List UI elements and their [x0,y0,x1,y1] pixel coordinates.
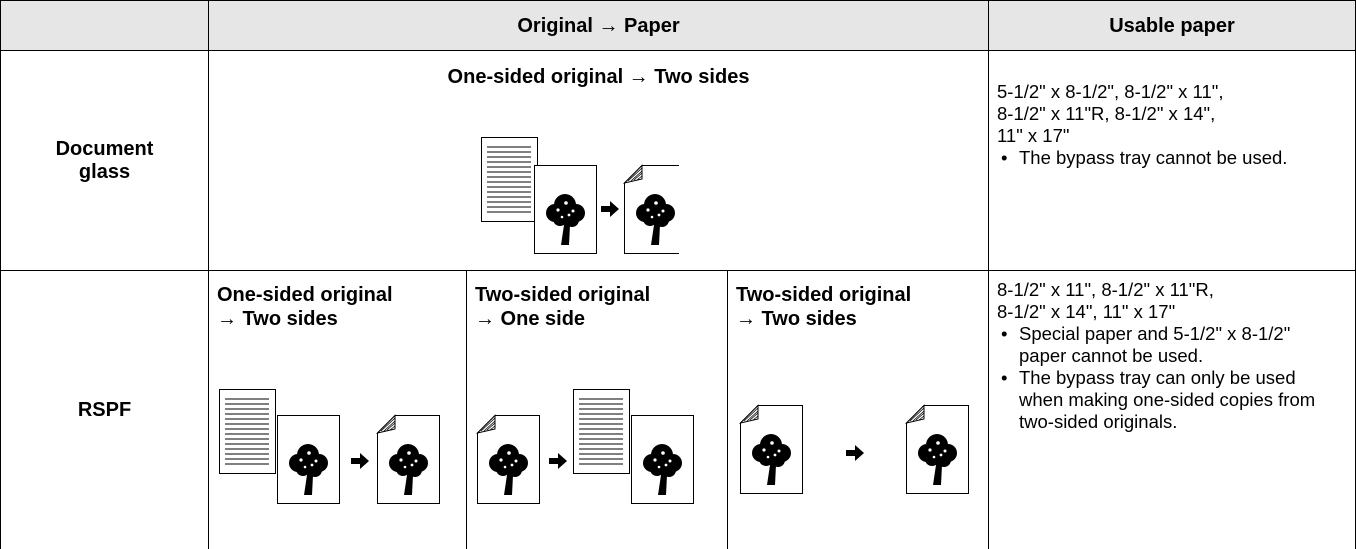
mode-cell: One-sided original → Two sides [208,270,467,549]
row-label: RSPF [0,270,208,549]
row-label: Document glass [0,50,208,271]
paper-size: 11" x 17" [997,125,1070,146]
note: Special paper and 5-1/2" x 8-1/2" paper … [1001,323,1319,367]
copy-icon [219,389,462,527]
header-cell: Usable paper [988,0,1356,51]
header-blank [0,0,208,51]
note-list: Special paper and 5-1/2" x 8-1/2" paper … [997,323,1347,433]
mode-title: Two-sided original [736,284,912,306]
paper-cell: 5-1/2" x 8-1/2", 8-1/2" x 11", 8-1/2" x … [988,50,1356,271]
mode-cell: Two-sided original → Two sides [727,270,988,549]
mode-cell: Two-sided original → One side [466,270,728,549]
copy-icon [481,137,679,265]
mode-result: → Two sides [217,308,338,330]
paper-size: 5-1/2" x 8-1/2", 8-1/2" x 11", [997,81,1224,102]
copy-icon [475,389,720,527]
row-label-text: RSPF [77,398,132,421]
mode-title: One-sided original → Two sides [447,66,750,88]
paper-cell: 8-1/2" x 11", 8-1/2" x 11"R, 8-1/2" x 14… [988,270,1356,549]
note: The bypass tray cannot be used. [1001,147,1347,169]
header-text: Original → Paper [517,14,680,37]
mode-result: → Two sides [736,308,857,330]
note-list: The bypass tray cannot be used. [997,147,1347,169]
mode-result: → One side [475,308,586,330]
paper-size: 8-1/2" x 11"R, 8-1/2" x 14", [997,103,1216,124]
header-cell: Original → Paper [208,0,988,51]
mode-title: One-sided original [217,284,393,306]
copy-icon [736,387,981,527]
paper-size: 8-1/2" x 11", 8-1/2" x 11"R, [997,279,1214,300]
header-text: Usable paper [1109,14,1235,37]
note: The bypass tray can only be used when ma… [1001,367,1337,433]
mode-title: Two-sided original [475,284,651,306]
row-label-text: Document glass [55,138,154,183]
paper-size: 8-1/2" x 14", 11" x 17" [997,301,1176,322]
mode-cell: One-sided original → Two sides [208,50,988,271]
